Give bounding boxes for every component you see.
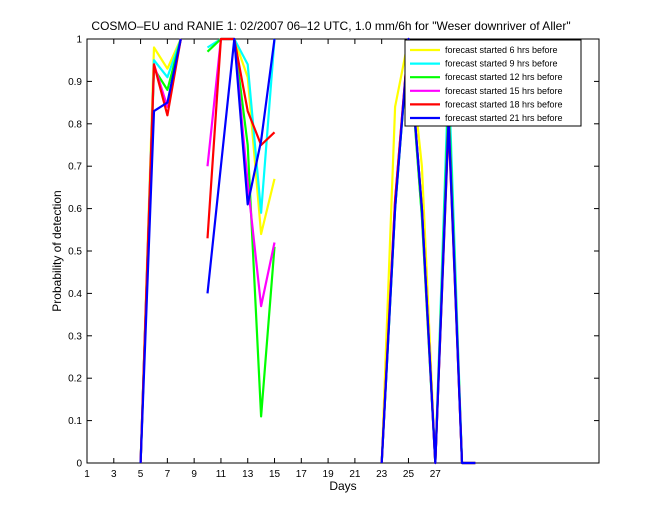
- y-tick-label: 0.6: [68, 204, 82, 215]
- x-tick-label: 5: [138, 469, 144, 480]
- x-axis-label: Days: [329, 479, 356, 493]
- legend-entry-label: forecast started 15 hrs before: [445, 86, 563, 96]
- x-tick-label: 15: [269, 469, 281, 480]
- legend: forecast started 6 hrs before forecast st…: [404, 39, 582, 127]
- x-tick-label: 13: [242, 469, 254, 480]
- legend-entry-label: forecast started 6 hrs before: [445, 45, 558, 55]
- y-tick-label: 0.4: [68, 289, 82, 300]
- x-tick-label: 11: [216, 469, 227, 480]
- legend-entry-label: forecast started 21 hrs before: [445, 113, 563, 123]
- legend-entry-label: forecast started 18 hrs before: [445, 99, 563, 109]
- y-tick-label: 0.3: [68, 331, 82, 342]
- x-tick-label: 1: [84, 469, 90, 480]
- x-tick-label: 27: [430, 469, 442, 480]
- x-tick-label: 19: [323, 469, 335, 480]
- legend-box: [404, 39, 582, 127]
- y-tick-label: 0.5: [68, 247, 82, 258]
- x-axis: 1 3 5 7 9 11 13 15 17 19 21 23 25 27: [84, 39, 441, 480]
- x-tick-label: 21: [349, 469, 361, 480]
- legend-entry-label: forecast started 9 hrs before: [445, 59, 558, 69]
- y-tick-label: 0: [76, 459, 82, 470]
- y-tick-label: 0.7: [68, 162, 82, 173]
- y-tick-label: 0.2: [68, 374, 82, 385]
- x-tick-label: 23: [376, 469, 388, 480]
- x-tick-label: 17: [296, 469, 308, 480]
- series-lines: [139, 37, 476, 465]
- x-tick-label: 25: [403, 469, 415, 480]
- y-axis: 0 0.1 0.2 0.3 0.4 0.5 0.6 0.7 0.8 0.9 1: [68, 35, 599, 470]
- y-tick-label: 0.1: [68, 416, 82, 427]
- legend-entry-label: forecast started 12 hrs before: [445, 72, 563, 82]
- x-tick-label: 7: [165, 469, 171, 480]
- chart-title: COSMO–EU and RANIE 1: 02/2007 06–12 UTC,…: [91, 19, 570, 33]
- y-tick-label: 0.9: [68, 77, 82, 88]
- x-tick-label: 3: [111, 469, 117, 480]
- y-axis-label: Probability of detection: [50, 190, 64, 311]
- series-line-6: [139, 37, 476, 465]
- x-tick-label: 9: [191, 469, 197, 480]
- y-tick-label: 1: [76, 35, 82, 46]
- y-tick-label: 0.8: [68, 119, 82, 130]
